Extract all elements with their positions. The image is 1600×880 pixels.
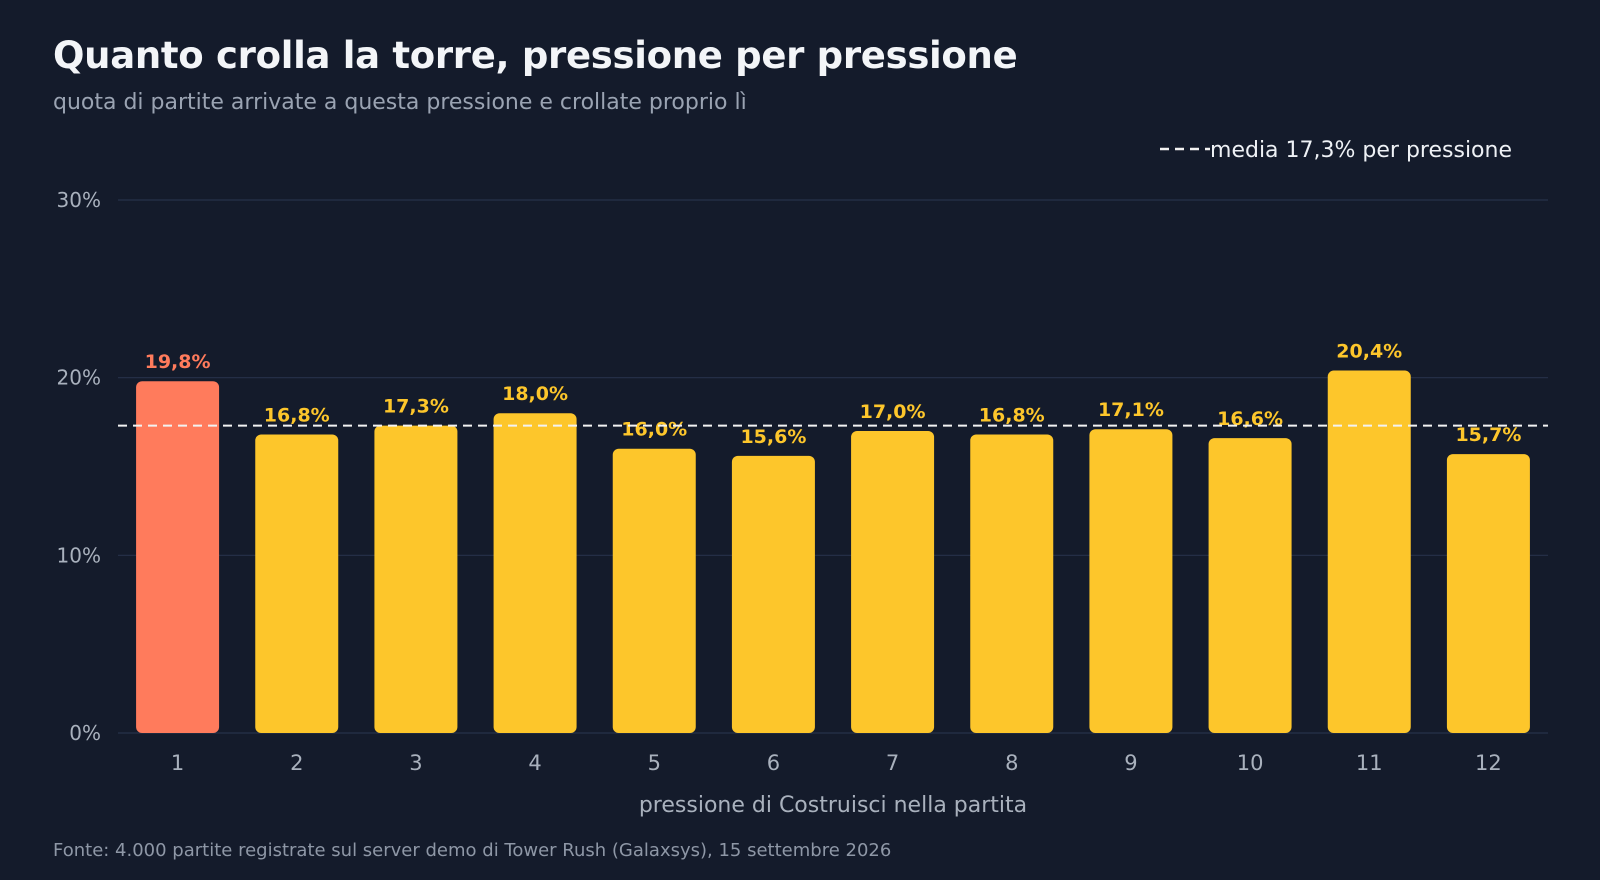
bar: [970, 434, 1054, 733]
x-tick-label: 1: [171, 751, 184, 775]
bar-value-label: 16,8%: [979, 405, 1045, 427]
y-tick-label: 10%: [57, 543, 101, 567]
bar-value-label: 18,0%: [502, 383, 568, 405]
bar-chart: 0% 10% 20% 30% 19,8% 1 16,8% 2 17,3% 3 18,0% 4 16,0%…: [57, 138, 1548, 818]
bar: [1327, 370, 1411, 733]
x-tick-label: 5: [648, 751, 661, 775]
bar-value-label: 16,6%: [1217, 408, 1283, 430]
x-tick-label: 10: [1237, 751, 1264, 775]
chart-title: Quanto crolla la torre, pressione per pr…: [53, 34, 1018, 77]
bar: [612, 448, 696, 733]
bar-value-label: 16,0%: [621, 419, 687, 441]
bar: [851, 430, 935, 733]
x-tick-label: 7: [886, 751, 899, 775]
bar: [136, 381, 220, 733]
y-tick-label: 20%: [57, 366, 101, 390]
x-tick-label: 8: [1005, 751, 1018, 775]
bar-value-label: 17,0%: [860, 401, 926, 423]
x-tick-label: 12: [1475, 751, 1502, 775]
bar-value-label: 15,6%: [740, 426, 806, 448]
x-tick-label: 11: [1356, 751, 1383, 775]
source-note: Fonte: 4.000 partite registrate sul serv…: [53, 840, 892, 861]
bar-value-label: 17,3%: [383, 396, 449, 418]
y-tick-label: 30%: [57, 188, 101, 212]
x-tick-label: 9: [1124, 751, 1137, 775]
bar: [731, 455, 815, 733]
bar: [1446, 454, 1530, 733]
x-tick-label: 2: [290, 751, 303, 775]
bar: [493, 413, 577, 733]
x-tick-label: 4: [528, 751, 541, 775]
bar: [1208, 438, 1292, 733]
bar-value-label: 19,8%: [145, 351, 211, 373]
legend-label: media 17,3% per pressione: [1210, 138, 1512, 163]
bar: [374, 425, 458, 733]
x-tick-label: 3: [409, 751, 422, 775]
bar-value-label: 20,4%: [1336, 341, 1402, 363]
y-tick-label: 0%: [69, 721, 101, 745]
bar-value-label: 16,8%: [264, 405, 330, 427]
bar-value-label: 17,1%: [1098, 399, 1164, 421]
bar: [255, 434, 339, 733]
bar: [1089, 429, 1173, 733]
chart-subtitle: quota di partite arrivate a questa press…: [53, 90, 747, 115]
bar-value-label: 15,7%: [1455, 424, 1521, 446]
x-tick-label: 6: [767, 751, 780, 775]
x-axis-label: pressione di Costruisci nella partita: [639, 793, 1027, 818]
